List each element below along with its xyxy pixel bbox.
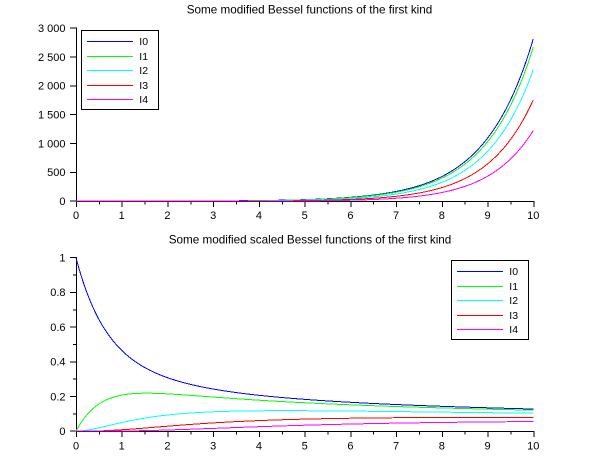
svg-text:1 500: 1 500 [38,110,66,122]
svg-text:I0: I0 [509,266,518,278]
svg-text:3 000: 3 000 [38,23,66,35]
svg-text:2 500: 2 500 [38,52,66,64]
svg-text:7: 7 [393,210,399,222]
svg-text:7: 7 [393,441,399,453]
svg-text:2 000: 2 000 [38,81,66,93]
svg-text:2: 2 [164,441,170,453]
svg-text:2: 2 [164,210,170,222]
svg-text:I1: I1 [509,281,518,293]
svg-text:Some modified scaled Bessel fu: Some modified scaled Bessel functions of… [169,234,452,247]
svg-text:10: 10 [527,441,539,453]
svg-text:0.4: 0.4 [50,357,65,369]
svg-text:Some modified Bessel functions: Some modified Bessel functions of the fi… [187,4,433,17]
svg-text:9: 9 [485,210,491,222]
svg-text:3: 3 [210,210,216,222]
svg-text:3: 3 [210,441,216,453]
svg-text:5: 5 [302,441,308,453]
svg-text:I1: I1 [139,51,148,63]
svg-text:0.8: 0.8 [50,287,65,299]
svg-text:I4: I4 [139,94,148,106]
svg-text:I3: I3 [509,310,518,322]
svg-text:500: 500 [47,167,65,179]
svg-text:1: 1 [59,253,65,265]
svg-text:1: 1 [119,210,125,222]
svg-text:10: 10 [527,210,539,222]
svg-text:0: 0 [59,426,65,438]
svg-text:4: 4 [256,441,262,453]
svg-text:I2: I2 [509,295,518,307]
svg-text:5: 5 [302,210,308,222]
svg-text:6: 6 [347,210,353,222]
svg-text:0.2: 0.2 [50,391,65,403]
svg-text:I2: I2 [139,65,148,77]
svg-text:I3: I3 [139,80,148,92]
svg-text:9: 9 [485,441,491,453]
svg-text:I0: I0 [139,36,148,48]
svg-text:I4: I4 [509,324,518,336]
svg-text:1 000: 1 000 [38,138,66,150]
svg-text:0: 0 [59,196,65,208]
svg-text:1: 1 [119,441,125,453]
svg-text:0: 0 [73,210,79,222]
svg-text:0: 0 [73,441,79,453]
svg-text:4: 4 [256,210,262,222]
svg-text:6: 6 [347,441,353,453]
svg-text:0.6: 0.6 [50,322,65,334]
svg-text:8: 8 [439,441,445,453]
svg-text:8: 8 [439,210,445,222]
